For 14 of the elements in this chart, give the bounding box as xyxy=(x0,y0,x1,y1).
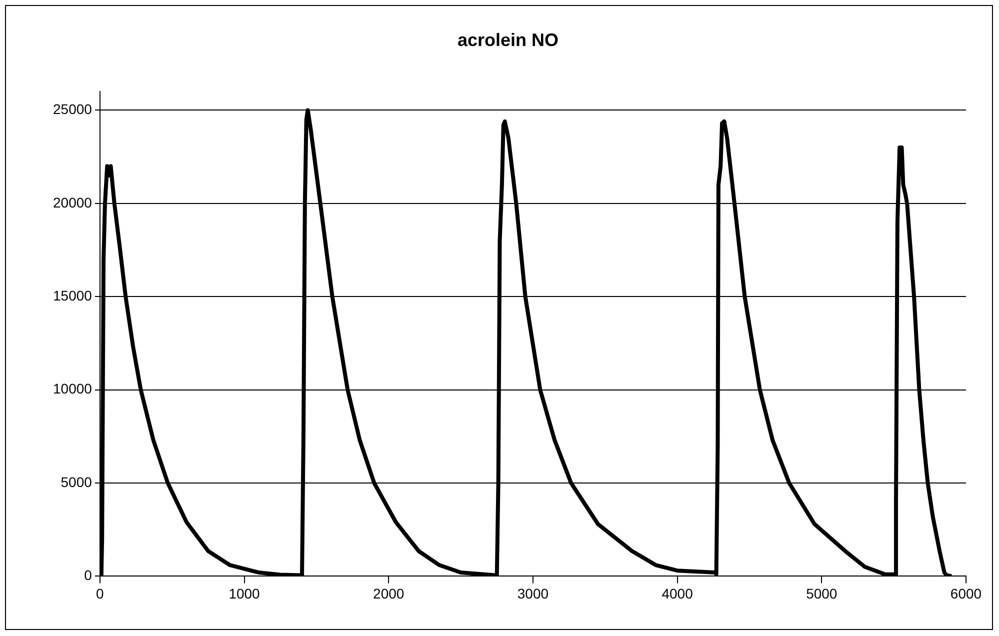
x-tick-label: 6000 xyxy=(950,585,982,602)
y-tick-label: 25000 xyxy=(52,101,92,118)
chart-title: acrolein NO xyxy=(457,30,559,50)
x-tick-label: 3000 xyxy=(517,585,549,602)
x-tick-label: 0 xyxy=(96,585,104,602)
x-tick-label: 2000 xyxy=(373,585,404,602)
x-tick-label: 4000 xyxy=(662,585,694,602)
y-tick-label: 15000 xyxy=(52,287,92,304)
x-tick-label: 5000 xyxy=(806,585,838,602)
y-tick-label: 20000 xyxy=(52,194,92,210)
y-tick-label: 0 xyxy=(84,567,92,584)
y-tick-label: 10000 xyxy=(52,380,92,397)
y-tick-label: 5000 xyxy=(60,474,92,490)
x-tick-label: 1000 xyxy=(228,585,260,602)
